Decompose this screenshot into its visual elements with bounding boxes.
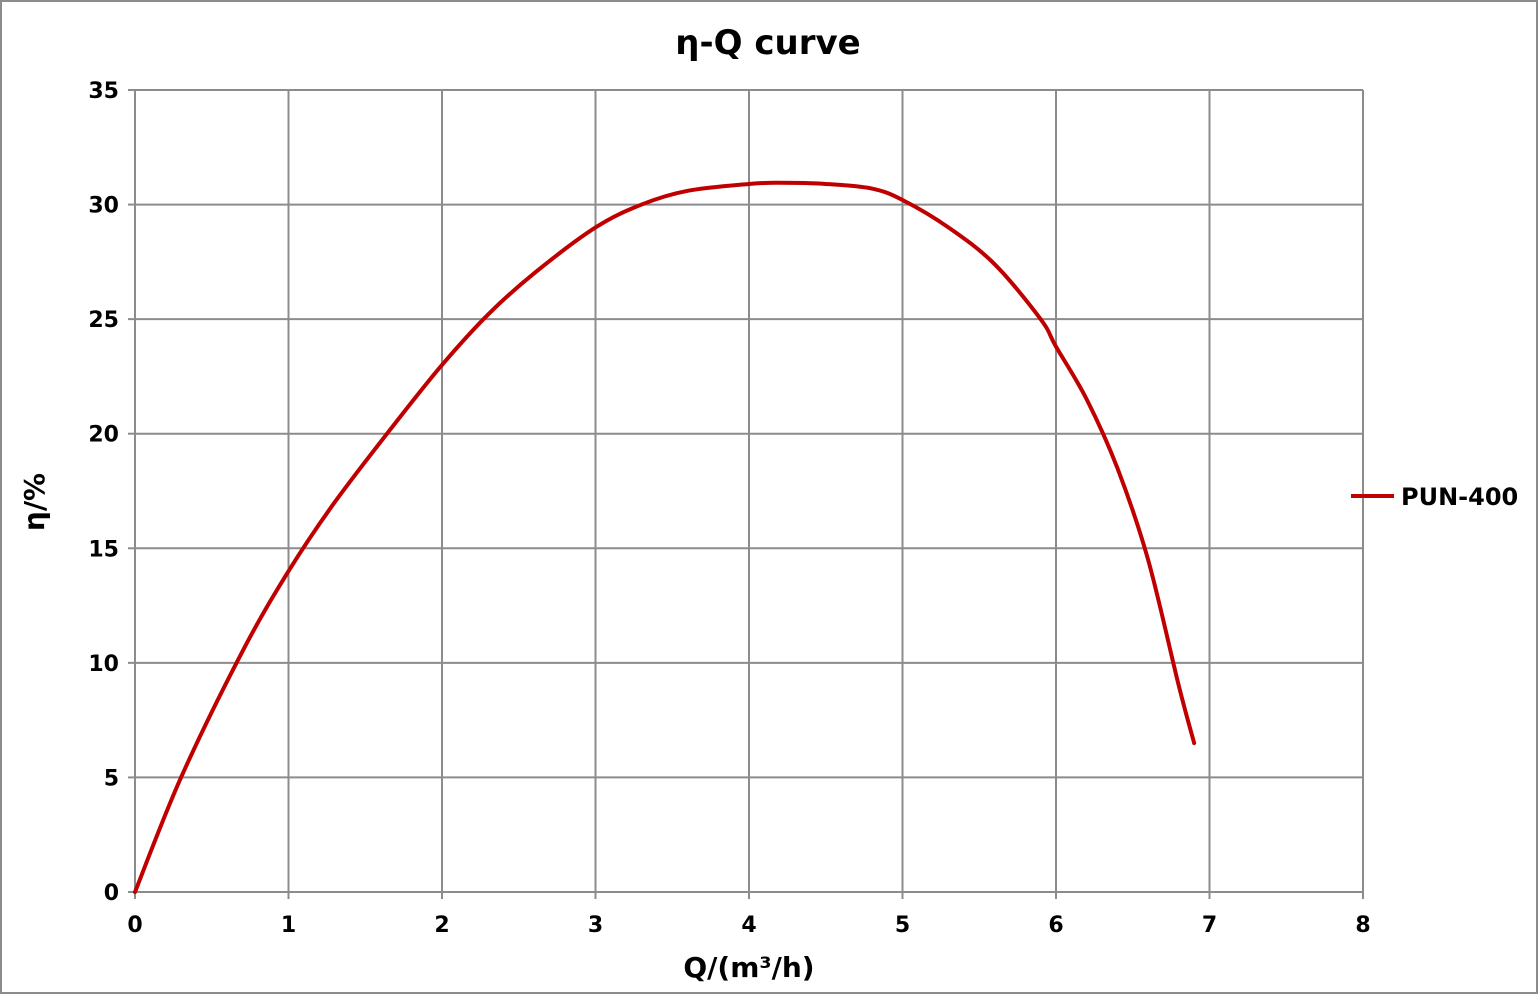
y-tick-label: 5: [104, 766, 119, 791]
y-axis-label: η/%: [18, 473, 51, 531]
x-tick-label: 2: [434, 913, 449, 938]
series-line-pun-400: [133, 180, 1197, 894]
x-tick-label: 6: [1048, 913, 1063, 938]
x-tick-label: 5: [895, 913, 910, 938]
y-tick-label: 10: [88, 652, 119, 677]
y-tick-label: 30: [88, 194, 119, 219]
y-tick-label: 35: [88, 79, 119, 104]
axis-layer: 0 1 2 3 4 5 6 7 8 0 5 10 15 20 25 30 35: [88, 79, 1370, 938]
y-tick-label: 20: [88, 423, 119, 448]
x-tick-label: 1: [281, 913, 296, 938]
x-tick-label: 4: [741, 913, 756, 938]
series-layer: [133, 180, 1197, 894]
x-tick-label: 8: [1355, 913, 1370, 938]
x-tick-label: 0: [127, 913, 142, 938]
legend: PUN-400: [1351, 483, 1518, 511]
x-tick-label: 3: [588, 913, 603, 938]
grid-layer: [134, 89, 1364, 893]
y-tick-label: 25: [88, 308, 119, 333]
y-tick-label: 0: [104, 881, 119, 906]
x-tick-label: 7: [1202, 913, 1217, 938]
legend-label: PUN-400: [1401, 483, 1518, 511]
x-axis-label: Q/(m³/h): [683, 951, 814, 984]
y-tick-label: 15: [88, 537, 119, 562]
chart-title: η-Q curve: [675, 23, 860, 63]
